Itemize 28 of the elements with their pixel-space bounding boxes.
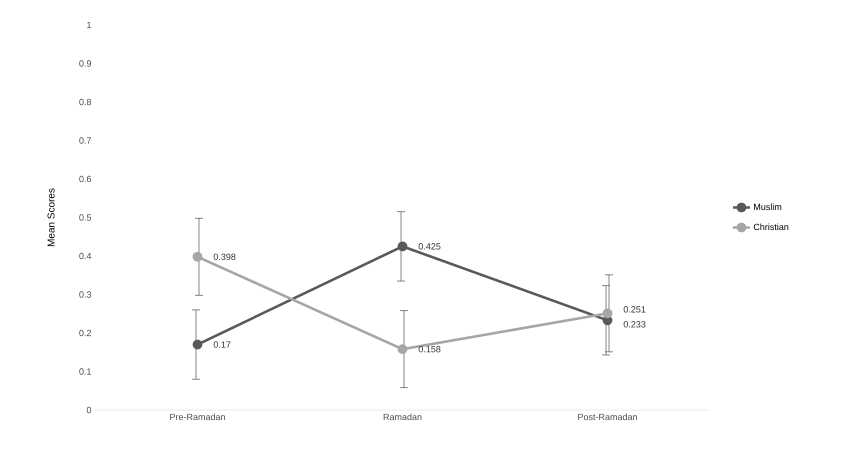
data-label: 0.425: [418, 243, 440, 250]
x-tick-label: Pre-Ramadan: [170, 414, 225, 420]
point: [602, 308, 612, 318]
y-tick-label: 0.8: [79, 98, 92, 106]
data-label: 0.251: [624, 306, 646, 313]
point: [192, 252, 202, 262]
x-tick-label: Post-Ramadan: [578, 414, 637, 420]
point: [192, 340, 202, 350]
data-label: 0.398: [214, 254, 236, 260]
y-tick-label: 0.9: [79, 60, 92, 67]
y-tick-label: 0: [86, 406, 92, 414]
y-tick-label: 0.2: [79, 330, 92, 336]
y-tick-label: 0.7: [79, 137, 92, 144]
y-tick-label: 0.4: [79, 252, 92, 260]
data-label: 0.233: [624, 321, 646, 328]
x-tick-label: Ramadan: [384, 414, 422, 420]
point: [398, 241, 408, 252]
point: [398, 344, 408, 354]
legend-label: Muslim: [754, 203, 782, 210]
y-axis-title: Mean Scores: [47, 188, 55, 246]
y-tick-label: 0.1: [79, 368, 92, 375]
legend-label: Christian: [754, 223, 788, 230]
y-tick-label: 1: [87, 22, 92, 28]
y-tick-label: 0.5: [79, 214, 92, 221]
data-label: 0.158: [418, 346, 440, 352]
y-tick-label: 0.6: [79, 176, 92, 182]
y-tick-label: 0.3: [79, 291, 92, 298]
data-label: 0.17: [214, 341, 230, 348]
